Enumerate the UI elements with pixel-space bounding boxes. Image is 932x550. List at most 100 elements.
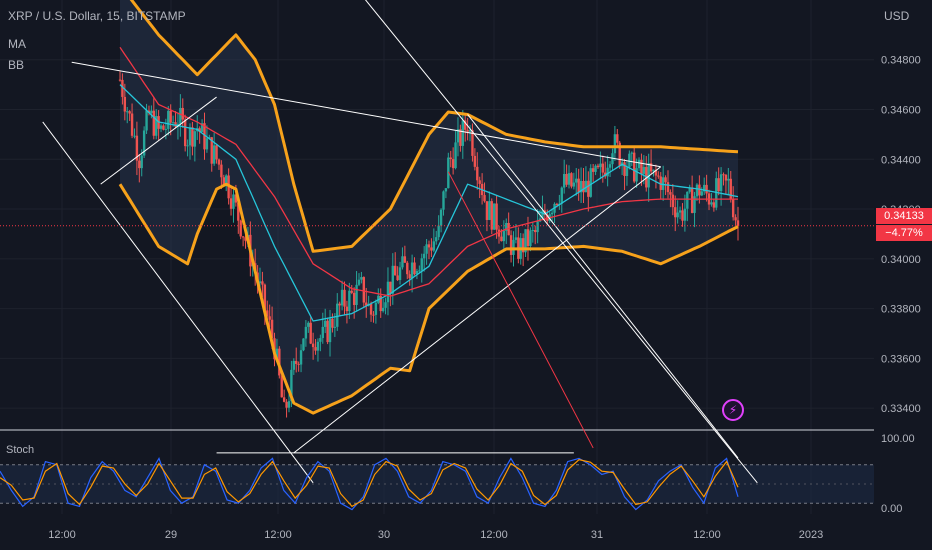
candle-body <box>485 201 489 220</box>
candle-body <box>355 284 358 305</box>
candle-body <box>637 159 641 169</box>
ma-legend[interactable]: MA <box>8 37 26 51</box>
candle-body <box>343 289 346 307</box>
candle-body <box>579 180 583 193</box>
candle-body <box>635 168 638 182</box>
candle-body <box>490 201 493 230</box>
candle-body <box>290 369 293 402</box>
candle-body <box>456 129 460 143</box>
candle-body <box>437 225 440 238</box>
candle-body <box>717 178 720 192</box>
bb-band-fill <box>120 0 738 414</box>
candle-body <box>220 164 223 178</box>
candle-body <box>239 220 242 237</box>
time-tick-label: 29 <box>165 529 177 541</box>
symbol-title: XRP / U.S. Dollar, 15, BITSTAMP <box>8 9 186 23</box>
trendlines-layer <box>0 0 874 484</box>
candle-body <box>203 123 206 150</box>
trendline <box>71 61 661 168</box>
candle-body <box>418 270 421 272</box>
bb-legend[interactable]: BB <box>8 58 25 72</box>
candle-body <box>502 230 506 242</box>
candle-body <box>666 182 670 193</box>
candle-body <box>647 163 650 188</box>
bb-band-line <box>129 0 739 253</box>
candle-body <box>142 130 146 156</box>
candle-body <box>263 284 267 311</box>
candle-body <box>258 281 262 284</box>
candle-body <box>422 253 426 259</box>
candle-body <box>524 229 527 253</box>
candle-body <box>630 152 633 154</box>
candle-body <box>562 174 566 188</box>
candle-body <box>164 128 168 130</box>
candle-body <box>560 187 563 204</box>
candle-body <box>350 290 353 293</box>
candle-body <box>162 125 165 130</box>
stoch-legend[interactable]: Stoch <box>6 444 35 456</box>
candle-body <box>565 174 568 185</box>
candle-body <box>410 262 414 279</box>
candle-body <box>657 175 660 177</box>
projection-arrow <box>447 171 594 449</box>
candle-body <box>200 123 204 132</box>
candle-body <box>736 220 740 227</box>
candle-body <box>232 194 235 209</box>
ma-fast-line <box>119 84 739 322</box>
candle-body <box>174 122 177 127</box>
candle-body <box>536 221 539 233</box>
candle-body <box>309 322 312 344</box>
candle-body <box>270 319 274 339</box>
candle-body <box>396 275 399 281</box>
candle-body <box>461 120 464 146</box>
candle-body <box>191 127 194 147</box>
candle-body <box>241 236 245 238</box>
candle-body <box>379 295 382 312</box>
candle-body <box>336 303 339 327</box>
candle-body <box>570 173 573 187</box>
candle-body <box>724 174 728 181</box>
candle-body <box>727 178 730 181</box>
candle-body <box>478 180 481 184</box>
price-tick-label: 0.34600 <box>881 105 921 117</box>
candle-body <box>210 137 213 164</box>
candle-body <box>222 177 226 186</box>
ma-slow-line <box>119 46 738 297</box>
candle-body <box>500 236 503 242</box>
candle-body <box>266 310 269 317</box>
candle-body <box>616 134 619 143</box>
candle-body <box>577 178 580 193</box>
candle-body <box>123 96 127 112</box>
candle-body <box>316 341 320 351</box>
candle-body <box>534 230 537 233</box>
candle-body <box>492 203 496 230</box>
candle-body <box>671 194 675 208</box>
candle-body <box>497 229 501 237</box>
candle-body <box>198 128 201 132</box>
candle-body <box>596 165 600 168</box>
candle-body <box>128 111 131 114</box>
candle-body <box>287 401 291 408</box>
candle-body <box>611 153 614 165</box>
candle-body <box>464 120 467 130</box>
candle-body <box>495 203 498 230</box>
candle-body <box>183 119 187 147</box>
candle-body <box>365 302 368 306</box>
candle-body <box>695 184 699 197</box>
candle-body <box>331 318 334 328</box>
time-tick-label: 30 <box>378 529 390 541</box>
candle-body <box>150 110 153 114</box>
lightning-icon[interactable]: ⚡ <box>722 399 744 421</box>
price-tick-label: 0.33400 <box>881 403 921 415</box>
candle-body <box>321 326 324 339</box>
candle-body <box>130 113 134 136</box>
trendline <box>100 96 217 185</box>
trendline <box>42 121 314 484</box>
stoch-band-fill <box>0 464 874 504</box>
candle-body <box>628 153 631 168</box>
trendline <box>293 166 662 454</box>
candle-body <box>594 165 597 172</box>
candle-body <box>299 350 303 365</box>
candle-body <box>372 314 375 316</box>
